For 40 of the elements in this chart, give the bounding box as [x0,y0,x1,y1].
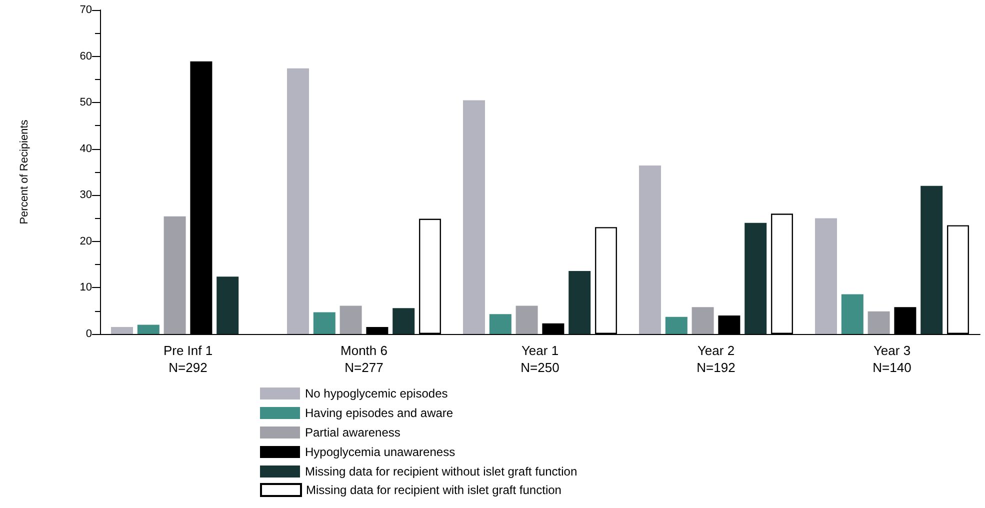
legend-label: Missing data for recipient without islet graft function [305,464,578,478]
y-tick-label: 50 [80,96,92,109]
bar [313,312,336,334]
legend-label: Having episodes and aware [305,406,454,420]
bar [164,216,186,334]
legend-label: No hypoglycemic episodes [305,386,448,400]
y-tick-label: 10 [80,282,92,294]
bar [841,294,864,334]
legend-label: Missing data for recipient with islet graft function [306,483,562,497]
y-tick-label: 0 [86,328,92,340]
y-tick-label: 20 [80,235,92,248]
y-tick-label: 60 [80,50,92,62]
bar [111,327,133,334]
y-axis-title: Percent of Recipients [18,119,30,224]
x-tick-label: Pre Inf 1 N=292 [163,343,213,375]
y-tick-label: 30 [80,189,92,202]
bar [340,306,362,334]
x-tick-label: Year 3 N=140 [872,343,912,375]
bar [692,307,714,334]
x-tick-label: Year 1 N=250 [520,343,560,375]
bar [463,100,485,334]
bar [516,306,538,334]
x-tick-label: Year 2 N=192 [696,343,736,375]
bar [489,314,512,334]
legend-label: Hypoglycemia unawareness [305,445,456,459]
bar [744,222,767,334]
x-tick-label: Month 6 N=277 [340,343,388,375]
bar [868,311,890,334]
y-tick-label: 70 [80,4,92,16]
bar [920,186,943,334]
bar [815,218,837,334]
bar [665,316,688,334]
bar [287,68,309,334]
y-tick-label: 40 [80,142,92,155]
bar [568,271,591,334]
bar [392,308,415,334]
bar [216,276,239,334]
bar [639,166,661,334]
bar [137,324,160,334]
legend-label: Partial awareness [305,426,400,440]
